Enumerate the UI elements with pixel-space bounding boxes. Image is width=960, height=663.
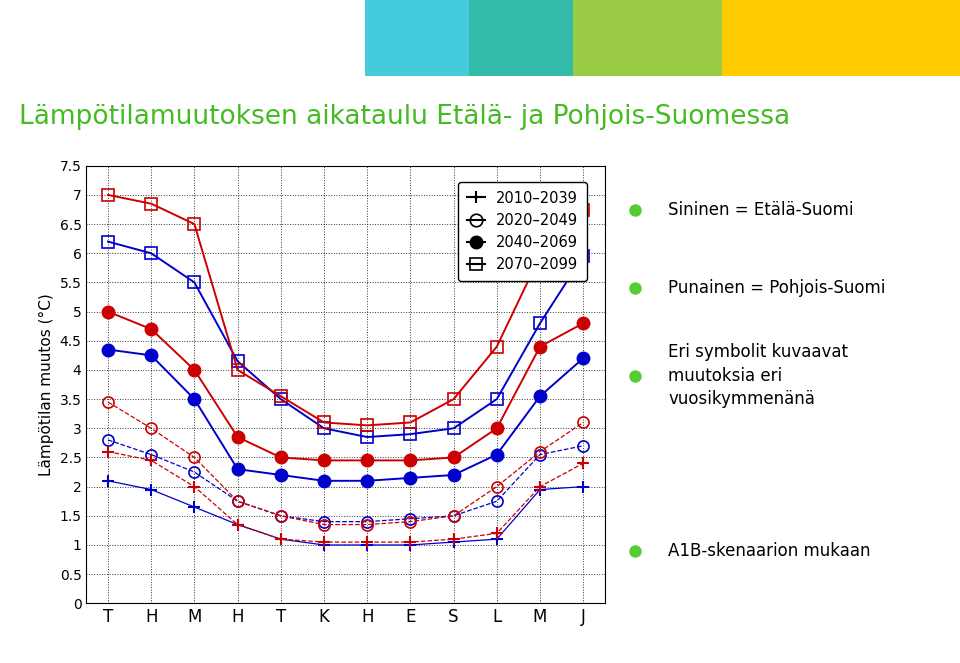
Text: Sininen = Etälä-Suomi: Sininen = Etälä-Suomi xyxy=(668,200,853,219)
Bar xyxy=(365,0,469,76)
Bar xyxy=(722,0,960,76)
Text: Punainen = Pohjois-Suomi: Punainen = Pohjois-Suomi xyxy=(668,279,885,297)
Legend: 2010–2039, 2020–2049, 2040–2069, 2070–2099: 2010–2039, 2020–2049, 2040–2069, 2070–20… xyxy=(458,182,588,281)
Bar xyxy=(573,0,722,76)
Text: Eri symbolit kuvaavat
muutoksia eri
vuosikymmenänä: Eri symbolit kuvaavat muutoksia eri vuos… xyxy=(668,343,849,408)
Text: Lämpötilamuutoksen aikataulu Etälä- ja Pohjois-Suomessa: Lämpötilamuutoksen aikataulu Etälä- ja P… xyxy=(19,103,790,130)
Text: A1B-skenaarion mukaan: A1B-skenaarion mukaan xyxy=(668,542,871,560)
Bar xyxy=(469,0,573,76)
Y-axis label: Lämpötilan muutos (°C): Lämpötilan muutos (°C) xyxy=(39,293,54,476)
